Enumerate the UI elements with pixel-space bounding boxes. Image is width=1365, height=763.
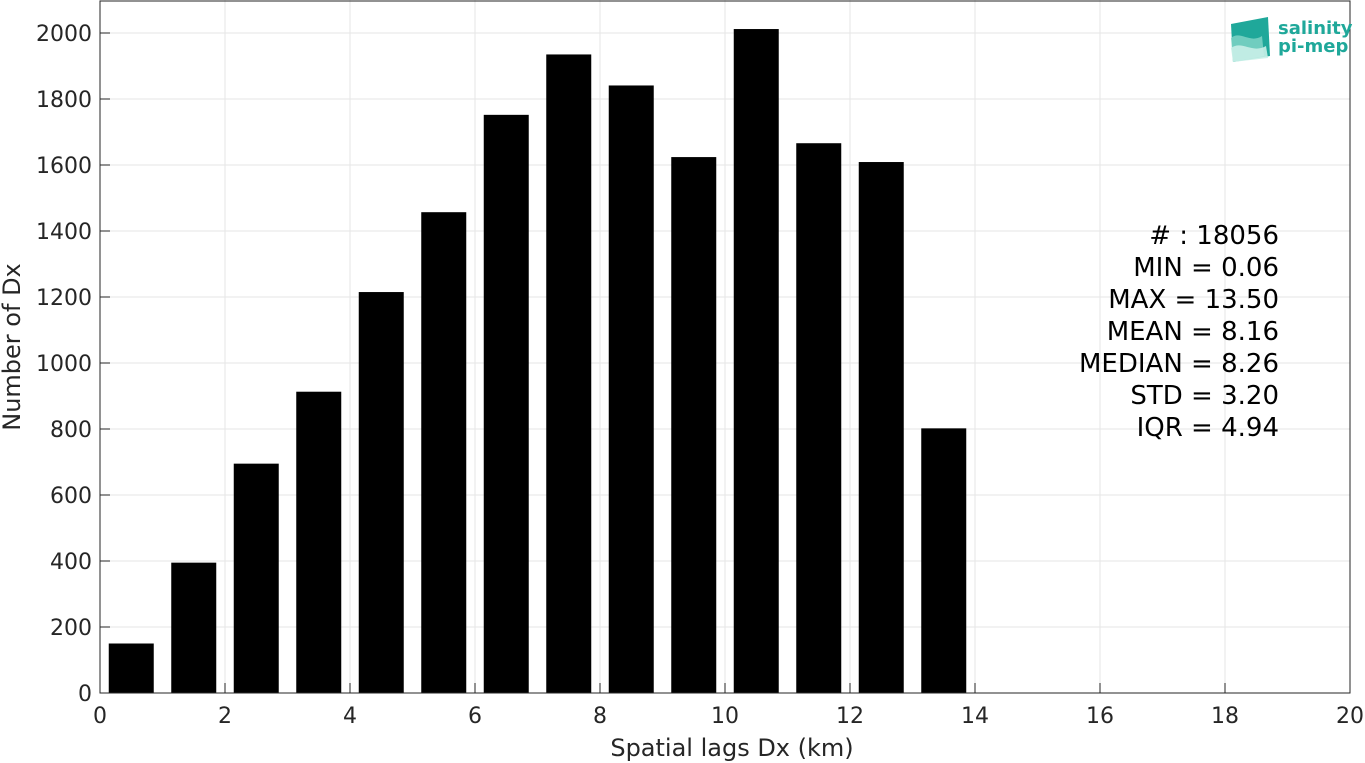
x-axis-title: Spatial lags Dx (km) xyxy=(610,734,853,762)
y-tick-label: 400 xyxy=(50,550,92,575)
bar xyxy=(233,463,279,693)
logo-line-1: salinity xyxy=(1278,18,1353,39)
waves-icon xyxy=(1231,17,1270,62)
stat-line: IQR = 4.94 xyxy=(1137,413,1279,443)
bar xyxy=(733,29,779,694)
x-tick-label: 16 xyxy=(1086,704,1114,729)
bars xyxy=(108,29,967,694)
x-tick-label: 8 xyxy=(593,704,607,729)
stat-line: MEDIAN = 8.26 xyxy=(1079,349,1279,379)
stat-line: MEAN = 8.16 xyxy=(1107,317,1279,347)
y-tick-label: 2000 xyxy=(36,22,92,47)
stat-line: MAX = 13.50 xyxy=(1108,285,1279,315)
y-tick-label: 1600 xyxy=(36,154,92,179)
y-tick-label: 1800 xyxy=(36,88,92,113)
bar xyxy=(608,85,654,694)
bar xyxy=(546,54,592,693)
y-tick-label: 1200 xyxy=(36,286,92,311)
bar xyxy=(421,212,467,693)
x-tick-label: 2 xyxy=(218,704,232,729)
y-tick-label: 1000 xyxy=(36,352,92,377)
x-tick-label: 10 xyxy=(711,704,739,729)
x-tick-label: 6 xyxy=(468,704,482,729)
salinity-pi-mep-logo: salinity pi-mep xyxy=(1231,17,1353,62)
x-tick-label: 4 xyxy=(343,704,357,729)
x-tick-label: 0 xyxy=(93,704,107,729)
bar xyxy=(108,643,154,693)
y-tick-label: 800 xyxy=(50,418,92,443)
bar xyxy=(358,292,404,693)
y-axis-title: Number of Dx xyxy=(0,263,26,430)
x-tick-label: 18 xyxy=(1211,704,1239,729)
stat-line: MIN = 0.06 xyxy=(1133,253,1279,283)
y-tick-label: 1400 xyxy=(36,220,92,245)
stat-line: STD = 3.20 xyxy=(1130,381,1279,411)
stat-line: # : 18056 xyxy=(1149,221,1279,251)
x-tick-label: 12 xyxy=(836,704,864,729)
y-tick-label: 600 xyxy=(50,484,92,509)
bar xyxy=(796,143,842,694)
bar xyxy=(858,162,904,693)
ticks xyxy=(99,32,1351,694)
bar xyxy=(171,562,217,693)
x-tick-labels: 0 2 4 6 8 10 12 14 16 18 20 xyxy=(93,704,1364,729)
x-tick-label: 20 xyxy=(1336,704,1364,729)
bar xyxy=(296,391,342,693)
y-tick-labels: 0 200 400 600 800 1000 1200 1400 1600 1800 2000 xyxy=(36,22,92,707)
bar xyxy=(921,428,967,693)
y-tick-label: 0 xyxy=(78,682,92,707)
x-tick-label: 14 xyxy=(961,704,989,729)
logo-line-2: pi-mep xyxy=(1278,36,1348,57)
y-tick-label: 200 xyxy=(50,616,92,641)
bar xyxy=(671,157,717,693)
bar xyxy=(483,114,529,694)
